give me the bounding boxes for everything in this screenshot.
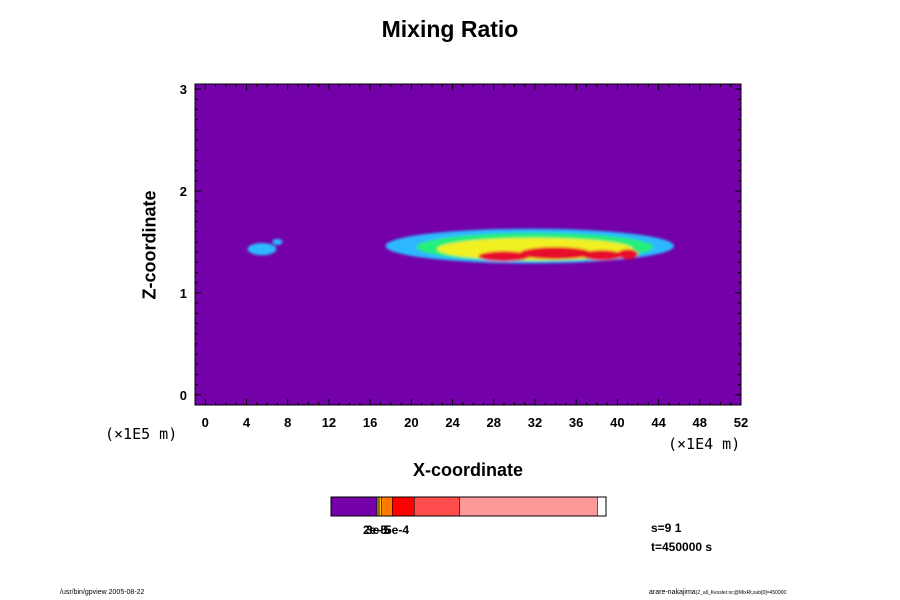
colorbar-label-3: 5e-4 [385, 523, 410, 537]
field-blob-low [247, 242, 277, 256]
x-tick-label: 0 [202, 415, 209, 430]
x-tick-label: 48 [693, 415, 707, 430]
x-tick-label: 28 [487, 415, 501, 430]
y-tick-label: 0 [180, 388, 187, 403]
x-tick-label: 20 [404, 415, 418, 430]
colorbar-label-2: 3e-5 [366, 523, 391, 537]
x-tick-label: 36 [569, 415, 583, 430]
y-tick-label: 3 [180, 82, 187, 97]
s-annotation: s=9 1 [651, 521, 682, 535]
footer-right-main: arare-nakajima [649, 589, 696, 596]
y-tick-label: 2 [180, 184, 187, 199]
y-axis: 0 1 2 3 [180, 82, 741, 403]
time-annotation: t=450000 s [651, 540, 713, 554]
footer-right-small: (2_all_Kessler.nc@MixRt,sub[0]=450000 [695, 590, 787, 596]
x-tick-label: 8 [284, 415, 291, 430]
mixing-ratio-field [247, 228, 675, 264]
field-blob-peak [478, 251, 530, 262]
footer-left: /usr/bin/gpview 2005-08-22 [60, 589, 145, 596]
field-blob-peak [519, 247, 592, 260]
y-axis-unit: (×1E5 m) [105, 425, 178, 443]
x-axis: 0 4 8 12 16 20 24 28 32 36 40 44 48 52 [202, 84, 748, 430]
x-tick-label: 16 [363, 415, 377, 430]
x-axis-label: X-coordinate [412, 460, 523, 480]
chart-title: Mixing Ratio [381, 16, 519, 42]
field-blob-low [272, 238, 283, 246]
field-blob-peak [617, 249, 638, 260]
y-tick-label: 1 [180, 286, 187, 301]
footer-right: arare-nakajima(2_all_Kessler.nc@MixRt,su… [649, 589, 786, 596]
colorbar-label-1: 2e-5 [363, 523, 388, 537]
x-tick-label: 12 [322, 415, 336, 430]
x-axis-unit: (×1E4 m) [668, 435, 741, 453]
x-tick-label: 24 [445, 415, 460, 430]
plot-frame [194, 83, 742, 406]
x-tick-label: 32 [528, 415, 542, 430]
x-tick-label: 4 [243, 415, 251, 430]
x-tick-label: 44 [651, 415, 666, 430]
field-blob-peak [581, 250, 623, 261]
x-tick-label: 40 [610, 415, 624, 430]
x-tick-label: 52 [734, 415, 748, 430]
